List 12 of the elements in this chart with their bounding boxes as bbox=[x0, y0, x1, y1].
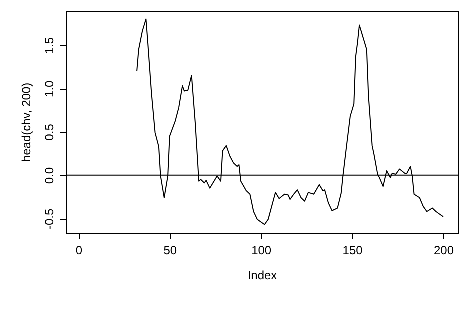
x-axis-title: Index bbox=[248, 268, 278, 282]
y-tick-label: 0.0 bbox=[42, 167, 56, 184]
y-tick-label: -0.5 bbox=[42, 208, 56, 230]
x-tick-label: 0 bbox=[76, 244, 83, 258]
x-tick-label: 100 bbox=[252, 244, 272, 258]
x-tick-label: 50 bbox=[164, 244, 178, 258]
x-tick-label: 200 bbox=[434, 244, 454, 258]
y-tick-label: 1.0 bbox=[42, 80, 56, 98]
x-tick-label: 150 bbox=[342, 244, 364, 258]
y-axis-title: head(chv, 200) bbox=[20, 82, 34, 162]
y-tick-label: 0.5 bbox=[42, 124, 56, 141]
y-tick-label: 1.5 bbox=[42, 37, 56, 54]
